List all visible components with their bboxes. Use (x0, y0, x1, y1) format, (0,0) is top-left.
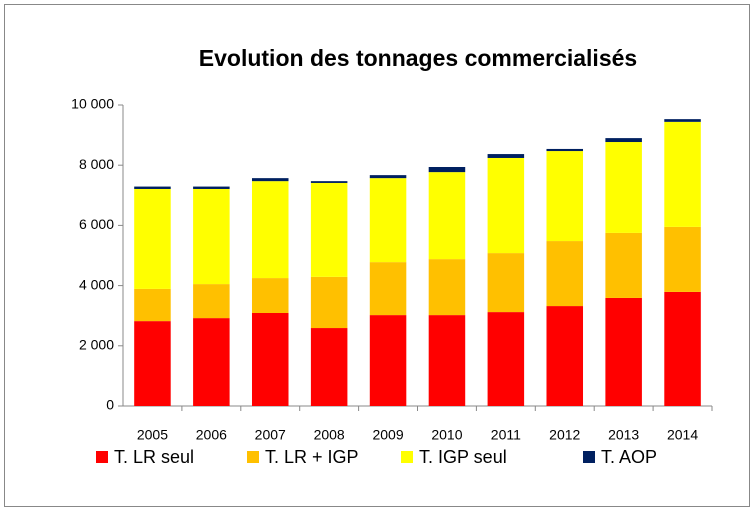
x-tick-label: 2010 (431, 427, 462, 443)
x-tick-label: 2005 (137, 427, 168, 443)
bar-segment (487, 253, 525, 313)
legend-swatch (583, 451, 595, 463)
bar-segment (428, 259, 466, 316)
legend-swatch (247, 451, 259, 463)
bar-segment (310, 182, 348, 277)
y-tick-label: 2 000 (79, 337, 114, 353)
legend-label legend: T. LR seul (114, 447, 194, 467)
x-tick-label: 2007 (255, 427, 286, 443)
y-tick-label: 6 000 (79, 216, 114, 232)
bar-segment (605, 138, 642, 143)
x-tick-label: 2013 (608, 427, 639, 443)
bar-segment (369, 315, 407, 406)
x-tick-label: 2012 (549, 427, 580, 443)
bar-segment (546, 306, 584, 406)
bar-segment (251, 312, 289, 406)
bar-segment (664, 291, 701, 406)
bar-segment (369, 175, 407, 179)
x-tick-label: 2009 (372, 427, 403, 443)
legend-label legend: T. IGP seul (419, 447, 507, 467)
x-tick-label: 2011 (491, 427, 521, 443)
x-tick-label: 2006 (196, 427, 227, 443)
y-tick-label: 8 000 (79, 156, 114, 172)
bar-segment (310, 328, 348, 406)
bar-segment (428, 315, 466, 406)
bar-segment (369, 178, 407, 263)
bar-segment (193, 284, 230, 319)
bar-segment (664, 119, 701, 122)
bar-segment (193, 186, 230, 189)
bar-segment (251, 178, 289, 182)
bar-segment (310, 181, 348, 183)
bar-segment (605, 142, 642, 233)
bar-segment (546, 148, 584, 152)
bar-segment (605, 232, 642, 298)
bar-segment (251, 181, 289, 279)
y-tick-label: 10 000 (71, 96, 114, 112)
bar-segment (487, 154, 525, 158)
bar-segment (134, 188, 171, 289)
bar-segment (310, 276, 348, 329)
bar-segment (193, 318, 230, 406)
legend-label legend: T. LR + IGP (265, 447, 359, 467)
bar-segment (251, 278, 289, 313)
legend-label legend: T. AOP (601, 447, 657, 467)
bar-segment (664, 121, 701, 227)
legend-swatch (401, 451, 413, 463)
bar-segment (369, 262, 407, 316)
bar-segment (134, 288, 171, 322)
bar-segment (134, 186, 171, 189)
y-tick-label: 0 (106, 397, 114, 413)
bar-segment (487, 312, 525, 406)
y-tick-label: 4 000 (79, 276, 114, 292)
legend-swatch (96, 451, 108, 463)
bar-segment (664, 226, 701, 292)
bar-segment (134, 321, 171, 406)
chart-title: Evolution des tonnages commercialisés (199, 45, 637, 71)
bar-segment (428, 172, 466, 260)
bar-segment (605, 297, 642, 406)
x-tick-label: 2008 (314, 427, 345, 443)
bar-segment (193, 188, 230, 285)
bar-segment (487, 157, 525, 254)
bar-segment (546, 241, 584, 307)
x-tick-label: 2014 (667, 427, 698, 443)
bar-segment (428, 167, 466, 173)
bar-segment (546, 151, 584, 242)
